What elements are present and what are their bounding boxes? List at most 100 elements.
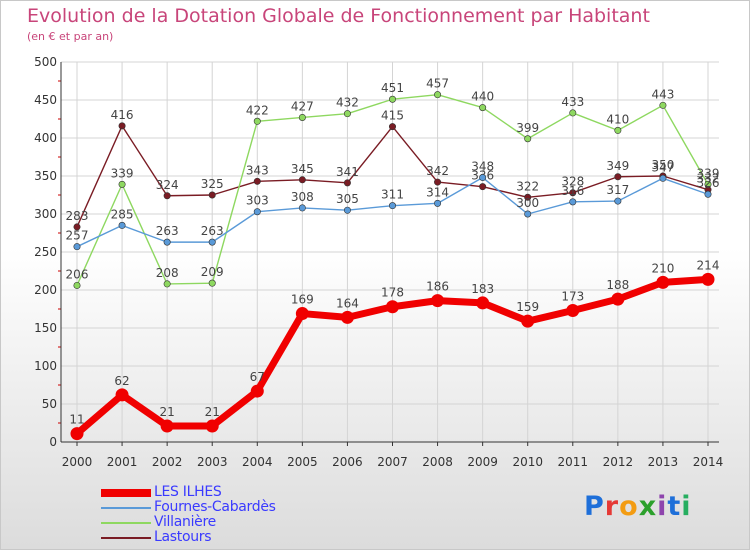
data-label: 169 bbox=[291, 293, 314, 307]
data-label: 305 bbox=[336, 192, 359, 206]
x-tick-label: 2010 bbox=[512, 455, 543, 469]
x-tick-label: 2003 bbox=[197, 455, 228, 469]
data-point bbox=[521, 314, 535, 328]
x-tick-label: 2012 bbox=[603, 455, 634, 469]
data-label: 348 bbox=[471, 160, 494, 174]
data-point bbox=[253, 117, 261, 125]
y-tick-label: 450 bbox=[34, 93, 57, 107]
data-label: 350 bbox=[651, 158, 674, 172]
data-point bbox=[115, 388, 129, 402]
data-point bbox=[434, 91, 442, 99]
data-label: 209 bbox=[201, 265, 224, 279]
logo-letter: t bbox=[667, 491, 682, 522]
data-label: 214 bbox=[697, 258, 720, 272]
x-tick-label: 2000 bbox=[62, 455, 93, 469]
data-label: 263 bbox=[201, 224, 224, 238]
data-point bbox=[611, 292, 625, 306]
data-point bbox=[388, 202, 396, 210]
data-point bbox=[388, 95, 396, 103]
logo-letter: i bbox=[681, 491, 692, 522]
data-label: 317 bbox=[606, 183, 629, 197]
data-point bbox=[434, 178, 442, 186]
data-label: 173 bbox=[561, 290, 584, 304]
logo-letter: P bbox=[584, 491, 605, 522]
data-label: 347 bbox=[651, 160, 674, 174]
data-label: 443 bbox=[651, 87, 674, 101]
data-point bbox=[659, 101, 667, 109]
x-tick-label: 2007 bbox=[377, 455, 408, 469]
data-point bbox=[208, 279, 216, 287]
data-label: 324 bbox=[156, 178, 179, 192]
data-label: 345 bbox=[291, 162, 314, 176]
legend-label: Fournes-Cabardès bbox=[154, 499, 276, 515]
data-label: 285 bbox=[111, 207, 134, 221]
data-label: 62 bbox=[114, 374, 129, 388]
data-point bbox=[160, 419, 174, 433]
data-label: 416 bbox=[111, 108, 134, 122]
data-point bbox=[566, 304, 580, 318]
data-point bbox=[208, 191, 216, 199]
data-label: 342 bbox=[426, 164, 449, 178]
data-label: 410 bbox=[606, 112, 629, 126]
data-label: 188 bbox=[606, 278, 629, 292]
data-label: 308 bbox=[291, 190, 314, 204]
data-point bbox=[614, 173, 622, 181]
legend-label: Villanière bbox=[154, 514, 216, 530]
data-point bbox=[524, 135, 532, 143]
data-point bbox=[163, 238, 171, 246]
logo-letter: r bbox=[604, 491, 620, 522]
logo-letter: x bbox=[638, 491, 658, 522]
data-label: 326 bbox=[697, 176, 720, 190]
data-label: 21 bbox=[205, 405, 220, 419]
data-point bbox=[659, 174, 667, 182]
data-point bbox=[340, 310, 354, 324]
data-point bbox=[298, 113, 306, 121]
legend-swatch bbox=[101, 488, 151, 497]
data-point bbox=[569, 109, 577, 117]
data-label: 432 bbox=[336, 96, 359, 110]
data-point bbox=[208, 238, 216, 246]
data-point bbox=[614, 126, 622, 134]
data-point bbox=[656, 275, 670, 289]
data-point bbox=[343, 206, 351, 214]
data-label: 263 bbox=[156, 224, 179, 238]
logo-letter: i bbox=[657, 491, 668, 522]
data-point bbox=[298, 176, 306, 184]
legend-swatch bbox=[101, 521, 151, 524]
x-tick-label: 2011 bbox=[558, 455, 589, 469]
y-tick-label: 50 bbox=[42, 397, 57, 411]
data-label: 183 bbox=[471, 282, 494, 296]
legend-item: Fournes-Cabardès bbox=[101, 500, 276, 515]
data-point bbox=[163, 192, 171, 200]
x-tick-label: 2009 bbox=[467, 455, 498, 469]
legend-swatch bbox=[101, 506, 151, 509]
proxiti-logo: Proxiti bbox=[584, 491, 692, 522]
data-point bbox=[73, 281, 81, 289]
data-point bbox=[704, 180, 712, 188]
data-label: 325 bbox=[201, 177, 224, 191]
data-point bbox=[431, 294, 445, 308]
data-label: 433 bbox=[561, 95, 584, 109]
legend-label: Lastours bbox=[154, 529, 212, 545]
data-label: 300 bbox=[516, 196, 539, 210]
data-label: 343 bbox=[246, 163, 269, 177]
data-label: 208 bbox=[156, 266, 179, 280]
data-point bbox=[205, 419, 219, 433]
y-tick-label: 200 bbox=[34, 283, 57, 297]
data-label: 339 bbox=[697, 166, 720, 180]
x-tick-label: 2006 bbox=[332, 455, 363, 469]
y-tick-label: 250 bbox=[34, 245, 57, 259]
data-point bbox=[253, 177, 261, 185]
data-point bbox=[298, 204, 306, 212]
data-label: 283 bbox=[66, 209, 89, 223]
chart-subtitle: (en € et par an) bbox=[27, 30, 114, 43]
x-tick-label: 2008 bbox=[422, 455, 453, 469]
data-point bbox=[343, 110, 351, 118]
data-point bbox=[479, 183, 487, 191]
data-point bbox=[524, 210, 532, 218]
data-label: 206 bbox=[66, 267, 89, 281]
data-label: 349 bbox=[606, 159, 629, 173]
data-label: 11 bbox=[69, 413, 84, 427]
data-point bbox=[163, 280, 171, 288]
